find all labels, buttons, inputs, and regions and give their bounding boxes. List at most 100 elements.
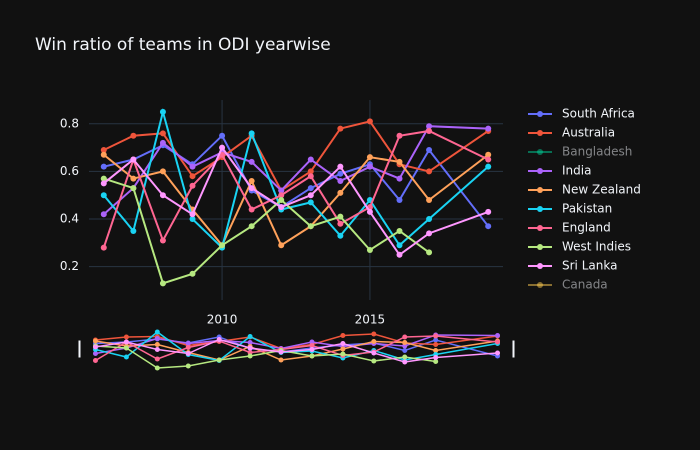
mini-line-marker xyxy=(154,342,160,347)
line-marker xyxy=(337,213,344,220)
line-marker xyxy=(485,125,492,132)
line-marker xyxy=(307,185,314,192)
legend-marker[interactable] xyxy=(537,263,543,269)
line-marker xyxy=(100,163,107,170)
line-marker xyxy=(366,247,373,253)
line-marker xyxy=(248,223,255,230)
mini-line-marker xyxy=(433,337,439,343)
legend-label[interactable]: India xyxy=(562,164,591,178)
legend-marker[interactable] xyxy=(537,282,543,288)
line-marker xyxy=(189,216,196,223)
y-tick-label: 0.2 xyxy=(60,259,79,273)
mini-line-marker xyxy=(92,358,98,363)
line-marker xyxy=(426,230,433,237)
line-marker xyxy=(248,158,255,165)
line-marker xyxy=(278,204,285,211)
range-handle[interactable] xyxy=(511,339,516,359)
mini-line-marker xyxy=(309,353,315,359)
mini-line-marker xyxy=(247,353,253,359)
range-handle[interactable] xyxy=(77,339,82,359)
legend-label[interactable]: New Zealand xyxy=(562,183,641,197)
legend-marker[interactable] xyxy=(537,206,543,212)
line-marker xyxy=(337,189,344,196)
line-marker xyxy=(366,208,373,215)
legend-label[interactable]: Bangladesh xyxy=(562,145,632,159)
mini-line-marker xyxy=(371,339,377,344)
legend-label[interactable]: England xyxy=(562,221,611,235)
line-marker xyxy=(159,108,166,115)
line-marker xyxy=(396,242,403,249)
legend-label[interactable]: Canada xyxy=(562,278,608,292)
mini-line-marker xyxy=(154,329,160,335)
legend-marker[interactable] xyxy=(537,168,543,174)
line-marker xyxy=(100,151,107,158)
mini-line-marker xyxy=(340,346,346,352)
legend-label[interactable]: South Africa xyxy=(562,107,635,121)
line-marker xyxy=(248,130,255,137)
mini-line-marker xyxy=(495,350,501,356)
mini-line-marker xyxy=(216,337,222,342)
mini-line-marker xyxy=(433,359,439,364)
mini-line-marker xyxy=(433,355,439,360)
legend-label[interactable]: Australia xyxy=(562,126,615,140)
legend-label[interactable]: Pakistan xyxy=(562,202,612,216)
line-marker xyxy=(485,208,492,215)
line-marker xyxy=(396,158,403,165)
line-marker xyxy=(337,163,344,170)
line-marker xyxy=(100,211,107,218)
line-marker xyxy=(366,163,373,170)
line-marker xyxy=(307,192,314,199)
mini-line-marker xyxy=(185,363,191,369)
line-marker xyxy=(100,147,107,153)
line-marker xyxy=(307,223,314,230)
mini-line-marker xyxy=(154,347,160,352)
line-marker xyxy=(307,199,314,206)
line-marker xyxy=(100,244,107,251)
chart-title: Win ratio of teams in ODI yearwise xyxy=(35,35,331,55)
x-tick-label: 2015 xyxy=(355,313,386,327)
line-marker xyxy=(130,175,137,182)
line-marker xyxy=(426,168,433,175)
legend-marker[interactable] xyxy=(537,244,543,250)
mini-line-marker xyxy=(92,351,98,356)
line-marker xyxy=(130,185,137,192)
line-marker xyxy=(307,156,314,163)
legend-marker[interactable] xyxy=(537,149,543,155)
mini-line-marker xyxy=(123,334,129,340)
mini-line-marker xyxy=(123,354,129,360)
line-marker xyxy=(130,227,137,234)
legend-label[interactable]: West Indies xyxy=(562,240,631,254)
y-tick-label: 0.4 xyxy=(60,212,79,226)
mini-line-marker xyxy=(278,357,284,363)
line-marker xyxy=(307,173,314,180)
legend-marker[interactable] xyxy=(537,130,543,136)
line-marker xyxy=(307,168,314,175)
y-tick-label: 0.6 xyxy=(60,164,79,178)
line-marker xyxy=(366,154,373,161)
line-marker xyxy=(159,139,166,146)
legend-label[interactable]: Sri Lanka xyxy=(562,259,617,273)
mini-line-marker xyxy=(309,343,315,348)
mini-line-marker xyxy=(185,351,191,356)
mini-line-marker xyxy=(433,333,439,339)
mini-line-marker xyxy=(433,348,439,353)
mini-line-marker xyxy=(92,338,98,344)
mini-line-marker xyxy=(402,359,408,365)
line-marker xyxy=(426,216,433,223)
mini-line-marker xyxy=(402,340,408,345)
mini-line-marker xyxy=(247,340,253,345)
line-marker xyxy=(426,147,433,153)
mini-line-marker xyxy=(340,341,346,346)
line-marker xyxy=(278,192,285,199)
legend-marker[interactable] xyxy=(537,187,543,193)
line-marker xyxy=(219,242,226,249)
legend-marker[interactable] xyxy=(537,111,543,117)
mini-line-marker xyxy=(371,331,377,337)
line-marker xyxy=(189,182,196,189)
line-marker xyxy=(485,163,492,170)
line-marker xyxy=(100,175,107,182)
mini-line-marker xyxy=(309,339,315,345)
line-marker xyxy=(337,177,344,184)
legend-marker[interactable] xyxy=(537,225,543,231)
